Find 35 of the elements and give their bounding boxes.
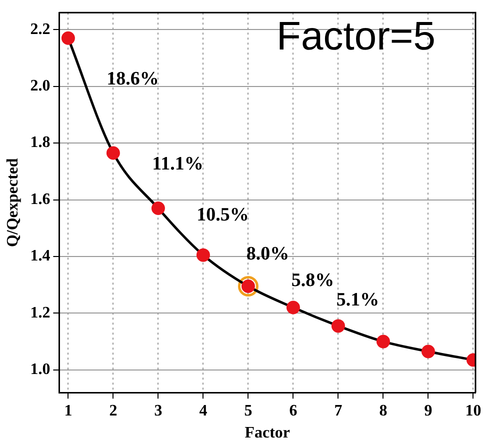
annotation: 11.1% (152, 154, 204, 175)
point (376, 334, 390, 348)
annotation: 5.1% (336, 290, 380, 311)
y-tick-label: 1.4 (30, 248, 50, 265)
x-tick-label: 1 (64, 402, 72, 420)
x-tick-label: 3 (154, 402, 162, 420)
y-tick-label: 1.8 (30, 134, 50, 152)
y-tick-label: 1.0 (30, 361, 50, 378)
x-axis-title: Factor (244, 424, 290, 442)
x-tick-label: 7 (334, 402, 342, 420)
y-axis-title: Q/Qexpected (4, 158, 22, 248)
point (421, 344, 435, 358)
point (286, 300, 300, 314)
x-tick-label: 6 (289, 402, 298, 420)
x-tick-label: 2 (109, 402, 118, 420)
y-tick-label: 1.6 (30, 190, 50, 208)
point (196, 248, 210, 262)
point (61, 31, 75, 45)
x-tick-label: 10 (465, 402, 482, 420)
annotation: 5.8% (291, 270, 334, 291)
x-tick-label: 4 (199, 402, 208, 420)
annotation: Factor=5 (276, 14, 436, 59)
x-tick-label: 5 (244, 402, 252, 420)
point (238, 276, 258, 297)
y-tick-label: 2.2 (30, 20, 50, 38)
y-tick-label: 2.0 (30, 77, 50, 94)
annotation: 8.0% (246, 244, 290, 265)
x-tick-label: 8 (379, 402, 388, 420)
annotation: 18.6% (106, 68, 159, 90)
point (331, 319, 345, 333)
y-tick-label: 1.2 (30, 304, 50, 322)
x-tick-label: 9 (424, 402, 432, 420)
point (106, 146, 120, 160)
point (151, 202, 165, 216)
annotation: 10.5% (196, 204, 249, 226)
